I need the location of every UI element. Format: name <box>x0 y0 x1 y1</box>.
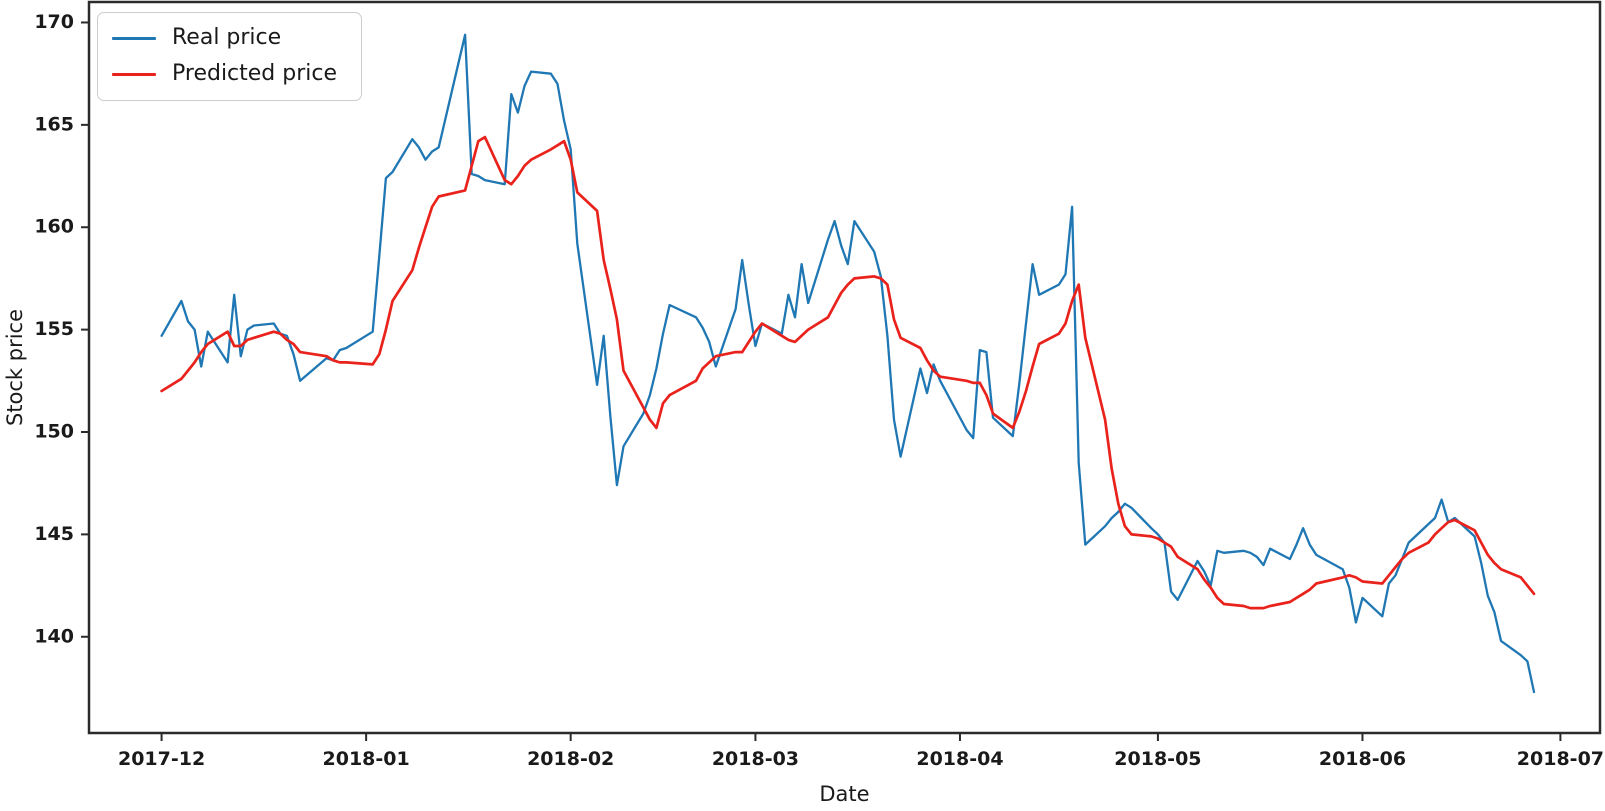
y-tick-label: 165 <box>34 113 74 135</box>
x-tick-label: 2018-05 <box>1114 748 1201 770</box>
x-tick-label: 2018-03 <box>712 748 799 770</box>
y-tick-label: 145 <box>34 523 74 545</box>
x-tick-label: 2018-06 <box>1319 748 1406 770</box>
predicted-price-line <box>160 135 1536 610</box>
plot-spines <box>87 0 1602 735</box>
real-price-line-swatch <box>112 36 156 40</box>
x-axis-label: Date <box>819 782 869 806</box>
predicted-price-line-swatch <box>112 73 156 77</box>
legend-item-real-price: Real price <box>112 25 337 51</box>
x-tick-label: 2018-04 <box>916 748 1003 770</box>
y-axis-label: Stock price <box>3 309 27 426</box>
x-tick-label: 2018-01 <box>323 748 410 770</box>
x-tick-label: 2017-12 <box>118 748 205 770</box>
legend-item-predicted-price: Predicted price <box>112 61 337 87</box>
y-tick-label: 150 <box>34 421 74 443</box>
y-tick-label: 140 <box>34 625 74 647</box>
legend: Real price Predicted price <box>97 12 363 101</box>
y-tick-label: 155 <box>34 318 74 340</box>
y-tick-label: 160 <box>34 216 74 238</box>
real-price-line <box>160 33 1536 694</box>
x-tick-label: 2018-02 <box>527 748 614 770</box>
legend-label-real-price: Real price <box>172 25 282 50</box>
y-tick-label: 170 <box>34 11 74 33</box>
x-tick-label: 2018-07 <box>1517 748 1604 770</box>
legend-label-predicted-price: Predicted price <box>172 61 338 87</box>
